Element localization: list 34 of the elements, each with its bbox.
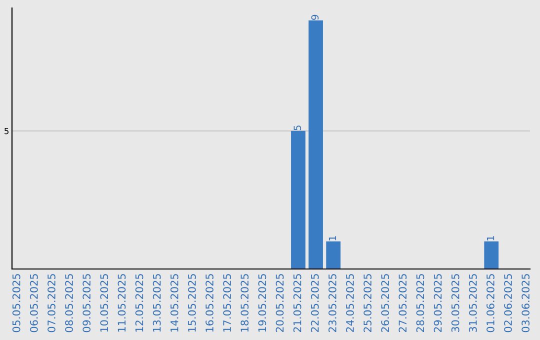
x-tick-label: 28.05.2025 <box>416 274 424 332</box>
x-tick-label: 30.05.2025 <box>451 274 460 332</box>
data-label: 5 <box>294 126 302 130</box>
x-tick-label: 12.05.2025 <box>135 274 144 332</box>
x-tick-label: 19.05.2025 <box>258 274 266 332</box>
data-label: 9 <box>311 14 319 20</box>
x-tick-label: 14.05.2025 <box>170 274 178 332</box>
x-tick-label: 07.05.2025 <box>48 274 56 332</box>
x-tick-label: 13.05.2025 <box>152 274 161 332</box>
x-tick-label: 23.05.2025 <box>328 274 336 332</box>
x-tick-label: 17.05.2025 <box>223 274 231 332</box>
x-tick-label: 29.05.2025 <box>434 274 442 332</box>
x-tick-label: 27.05.2025 <box>398 274 407 332</box>
x-tick-label: 01.06.2025 <box>486 274 494 332</box>
x-tick-label: 21.05.2025 <box>293 274 302 332</box>
x-tick-label: 06.05.2025 <box>30 274 38 332</box>
x-tick-label: 05.05.2025 <box>12 274 20 332</box>
x-tick-label: 31.05.2025 <box>468 274 477 332</box>
x-tick-label: 18.05.2025 <box>240 274 249 332</box>
x-tick-label: 10.05.2025 <box>100 274 108 332</box>
x-tick-label: 25.05.2025 <box>364 274 372 332</box>
x-tick-label: 20.05.2025 <box>276 274 284 332</box>
x-tick-label: 15.05.2025 <box>188 274 196 332</box>
x-tick-label: 22.05.2025 <box>310 274 319 332</box>
x-tick-label: 02.06.2025 <box>504 274 512 332</box>
x-tick-label: 09.05.2025 <box>82 274 91 332</box>
data-label: 1 <box>328 236 336 240</box>
x-tick-label: 03.06.2025 <box>522 274 530 332</box>
x-tick-label: 16.05.2025 <box>206 274 214 332</box>
data-label: 1 <box>486 236 494 240</box>
x-tick-label: 11.05.2025 <box>118 274 126 332</box>
x-tick-label: 26.05.2025 <box>381 274 390 332</box>
x-tick-label: 08.05.2025 <box>65 274 73 332</box>
x-tick-label: 24.05.2025 <box>346 274 354 332</box>
